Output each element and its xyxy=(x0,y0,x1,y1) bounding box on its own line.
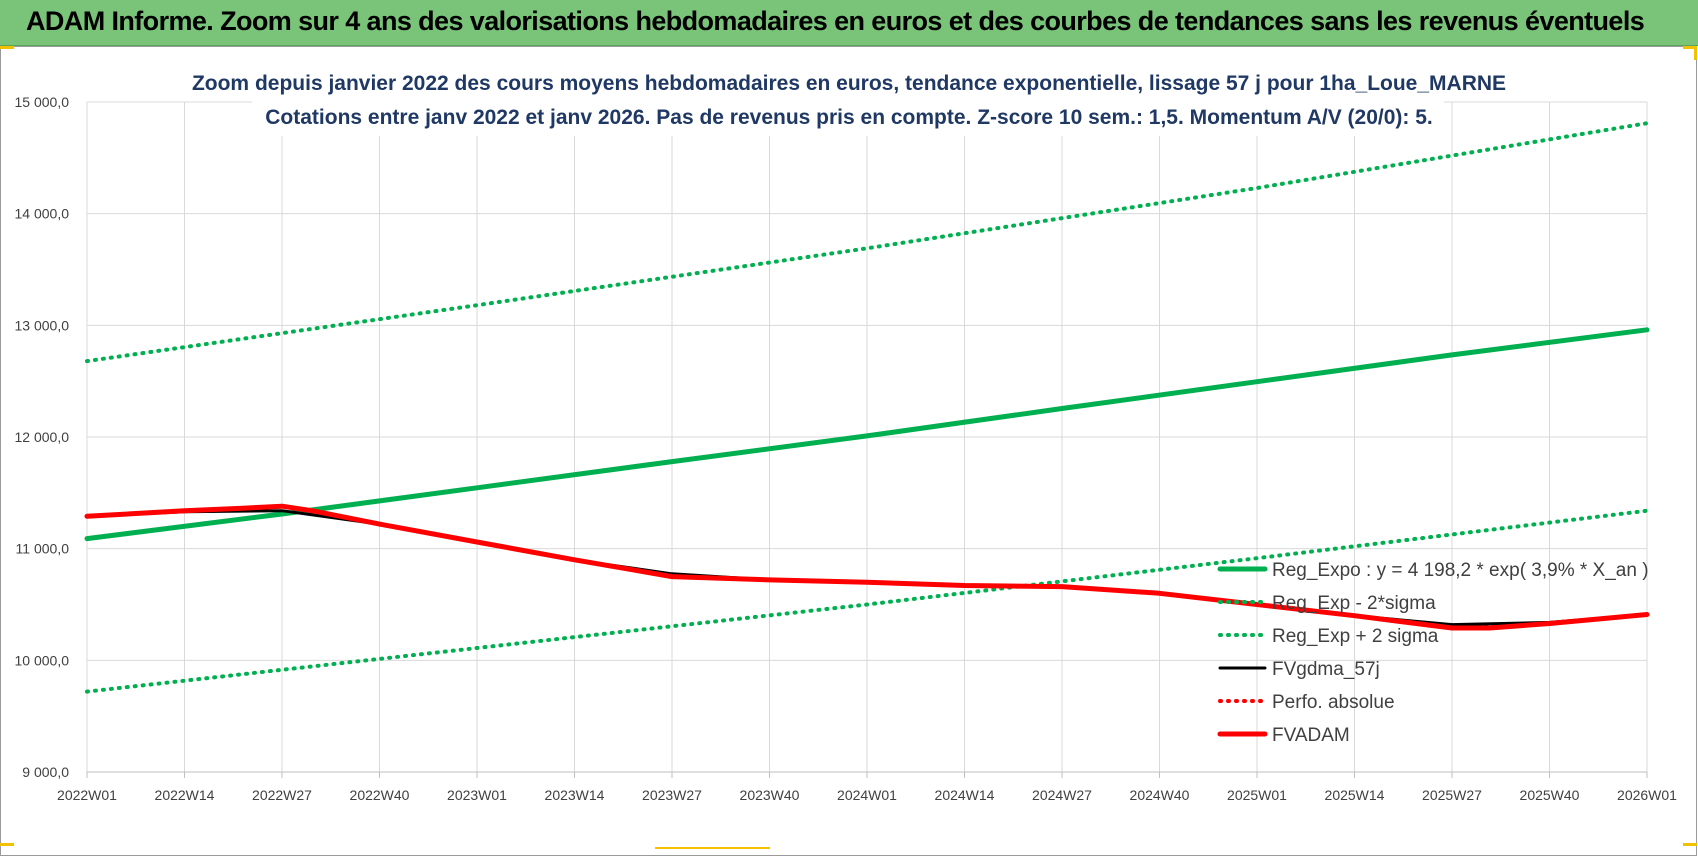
x-tick-label: 2022W40 xyxy=(350,787,410,803)
x-tick-label: 2025W14 xyxy=(1325,787,1385,803)
y-tick-label: 13 000,0 xyxy=(15,317,70,333)
x-tick-label: 2022W01 xyxy=(57,787,117,803)
legend-label-5: FVADAM xyxy=(1272,725,1350,746)
legend-label-2: Reg_Exp + 2 sigma xyxy=(1272,626,1439,647)
banner-title: ADAM Informe. Zoom sur 4 ans des valoris… xyxy=(26,6,1645,36)
legend: Reg_Expo : y = 4 198,2 * exp( 3,9% * X_a… xyxy=(1217,560,1649,746)
corner-marker-bottom-right xyxy=(1683,843,1697,846)
corner-marker-top-right xyxy=(1683,46,1697,49)
legend-label-4: Perfo. absolue xyxy=(1272,692,1395,713)
x-tick-label: 2023W40 xyxy=(740,787,800,803)
x-tick-label: 2023W14 xyxy=(545,787,605,803)
x-tick-label: 2025W40 xyxy=(1520,787,1580,803)
series-line-0 xyxy=(84,327,1650,542)
x-tick-label: 2024W01 xyxy=(837,787,897,803)
x-tick-label: 2023W27 xyxy=(642,787,702,803)
x-tick-label: 2023W01 xyxy=(447,787,507,803)
y-axis-ticks: 9 000,0 10 000,0 11 000,0 12 000,0 13 000,0 1… xyxy=(15,94,70,780)
x-tick-label: 2024W27 xyxy=(1032,787,1092,803)
x-axis-ticks: 2022W01 2022W14 2022W27 2022W40 2023W01 2023W… xyxy=(57,787,1677,803)
y-tick-label: 11 000,0 xyxy=(16,541,70,557)
series-line-2 xyxy=(85,121,1649,364)
x-tick-label: 2022W27 xyxy=(252,787,312,803)
grid xyxy=(86,101,1648,778)
y-tick-label: 9 000,0 xyxy=(22,764,69,780)
y-tick-label: 15 000,0 xyxy=(15,94,70,110)
banner: ADAM Informe. Zoom sur 4 ans des valoris… xyxy=(0,0,1698,46)
series-layer xyxy=(84,121,1650,694)
y-tick-label: 14 000,0 xyxy=(15,206,70,222)
legend-label-1: Reg_Exp - 2*sigma xyxy=(1272,593,1436,614)
chart-subtitle: Cotations entre janv 2022 et janv 2026. … xyxy=(265,106,1433,129)
legend-label-3: FVgdma_57j xyxy=(1272,659,1380,680)
x-tick-label: 2024W40 xyxy=(1130,787,1190,803)
series-line-5 xyxy=(84,503,1650,631)
x-tick-label: 2025W01 xyxy=(1227,787,1287,803)
y-tick-label: 12 000,0 xyxy=(15,429,70,445)
title-background xyxy=(252,64,1444,136)
y-tick-label: 10 000,0 xyxy=(15,652,70,668)
x-tick-label: 2024W14 xyxy=(935,787,995,803)
chart-frame xyxy=(0,46,1697,856)
corner-marker-top-left xyxy=(0,46,14,49)
corner-marker-bottom-center xyxy=(655,847,770,849)
chart-title: Zoom depuis janvier 2022 des cours moyen… xyxy=(192,72,1506,95)
x-tick-label: 2026W01 xyxy=(1617,787,1677,803)
corner-marker-right xyxy=(1694,46,1697,60)
x-tick-label: 2022W14 xyxy=(155,787,215,803)
series-line-1 xyxy=(85,508,1649,694)
corner-marker-bottom-left xyxy=(0,843,14,846)
x-tick-label: 2025W27 xyxy=(1422,787,1482,803)
legend-label-0: Reg_Expo : y = 4 198,2 * exp( 3,9% * X_a… xyxy=(1272,560,1649,581)
